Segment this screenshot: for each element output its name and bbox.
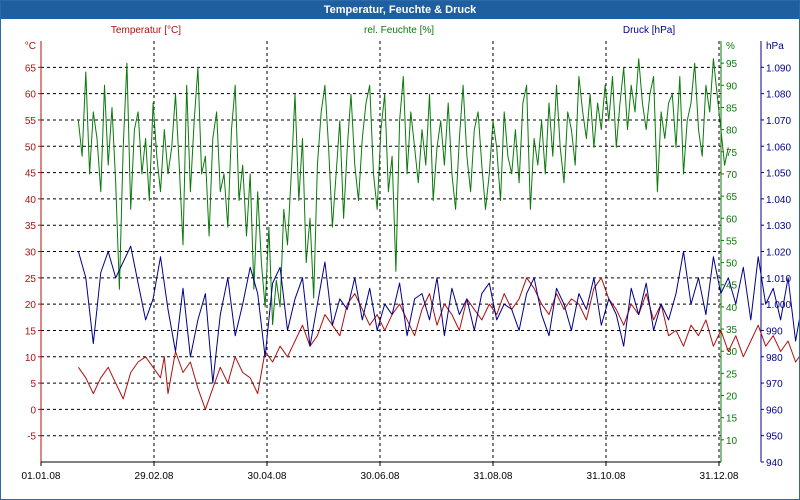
pressure-axis-title: Druck [hPa] — [623, 25, 675, 36]
pressure-tick-label: 970 — [766, 379, 783, 390]
pressure-axis: 940 950 960 970 980 990 1.000 1.010 1.020 1.030 1.… — [761, 41, 791, 469]
pressure-tick-label: 960 — [766, 405, 783, 416]
x-axis: 01.01.08 29.02.08 30.04.08 30.06.08 31.08.08… — [22, 462, 739, 482]
temperature-tick-label: 20 — [25, 300, 37, 311]
pressure-tick-label: 950 — [766, 432, 783, 443]
pressure-unit: hPa — [766, 41, 784, 52]
humidity-tick-label: 95 — [726, 59, 738, 70]
temperature-tick-label: -5 — [27, 432, 36, 443]
x-tick-label: 31.10.08 — [587, 471, 626, 482]
temperature-tick-label: 40 — [25, 195, 37, 206]
humidity-tick-label: 70 — [726, 170, 738, 181]
pressure-tick-label: 940 — [766, 458, 783, 469]
pressure-tick-label: 980 — [766, 353, 783, 364]
pressure-tick-label: 1.080 — [766, 90, 791, 101]
x-tick-label: 01.01.08 — [22, 471, 61, 482]
temperature-unit: °C — [25, 41, 36, 52]
series-lines — [77, 58, 799, 410]
temperature-axis: -5 0 5 10 15 20 25 30 35 40 45 50 55 60 65 °C — [25, 41, 41, 443]
humidity-tick-label: 40 — [726, 303, 738, 314]
x-tick-label: 30.04.08 — [248, 471, 287, 482]
pressure-tick-label: 1.010 — [766, 274, 791, 285]
pressure-tick-label: 990 — [766, 326, 783, 337]
x-tick-label: 31.12.08 — [700, 471, 739, 482]
pressure-tick-label: 1.020 — [766, 248, 791, 259]
temperature-tick-label: 5 — [30, 379, 36, 390]
temperature-series-line — [77, 277, 799, 410]
humidity-tick-label: 85 — [726, 103, 738, 114]
humidity-tick-label: 60 — [726, 214, 738, 225]
humidity-tick-label: 35 — [726, 325, 738, 336]
humidity-tick-label: 10 — [726, 436, 738, 447]
temperature-tick-label: 55 — [25, 116, 37, 127]
pressure-tick-label: 1.060 — [766, 142, 791, 153]
temperature-tick-label: 0 — [30, 405, 36, 416]
pressure-tick-label: 1.070 — [766, 116, 791, 127]
pressure-tick-label: 1.050 — [766, 169, 791, 180]
x-tick-label: 31.08.08 — [474, 471, 513, 482]
temperature-tick-label: 30 — [25, 248, 37, 259]
humidity-tick-label: 55 — [726, 236, 738, 247]
window-title: Temperatur, Feuchte & Druck — [1, 1, 799, 19]
humidity-tick-label: 20 — [726, 392, 738, 403]
humidity-axis: 10 15 20 25 30 35 40 45 50 55 60 65 70 75 80 85 90 95% — [721, 41, 738, 447]
humidity-series-line — [77, 58, 729, 326]
humidity-tick-label: 25 — [726, 369, 738, 380]
humidity-tick-label: 75 — [726, 148, 738, 159]
pressure-tick-label: 1.090 — [766, 63, 791, 74]
temperature-tick-label: 25 — [25, 274, 37, 285]
humidity-tick-label: 15 — [726, 414, 738, 425]
axis-titles: Temperatur [°C] rel. Feuchte [%] Druck [hP… — [111, 25, 675, 36]
x-tick-label: 30.06.08 — [361, 471, 400, 482]
temperature-axis-title: Temperatur [°C] — [111, 25, 181, 36]
temperature-tick-label: 45 — [25, 169, 37, 180]
temperature-tick-label: 35 — [25, 221, 37, 232]
humidity-axis-title: rel. Feuchte [%] — [364, 25, 434, 36]
temperature-tick-label: 50 — [25, 142, 37, 153]
temperature-tick-label: 65 — [25, 63, 37, 74]
pressure-series-line — [77, 245, 799, 384]
humidity-tick-label: 30 — [726, 347, 738, 358]
temperature-tick-label: 60 — [25, 90, 37, 101]
humidity-tick-label: 65 — [726, 192, 738, 203]
humidity-tick-label: 90 — [726, 81, 738, 92]
pressure-tick-label: 1.040 — [766, 195, 791, 206]
x-tick-label: 29.02.08 — [135, 471, 174, 482]
temperature-tick-label: 10 — [25, 353, 37, 364]
pressure-tick-label: 1.030 — [766, 221, 791, 232]
humidity-tick-label: 80 — [726, 126, 738, 137]
temperature-tick-label: 15 — [25, 326, 37, 337]
chart-svg: 01.01.08 29.02.08 30.04.08 30.06.08 31.08.08… — [22, 25, 799, 482]
grid — [41, 41, 721, 462]
pressure-tick-label: 1.000 — [766, 300, 791, 311]
humidity-unit: % — [726, 41, 735, 52]
humidity-tick-label: 50 — [726, 259, 738, 270]
humidity-tick-label: 45 — [726, 281, 738, 292]
